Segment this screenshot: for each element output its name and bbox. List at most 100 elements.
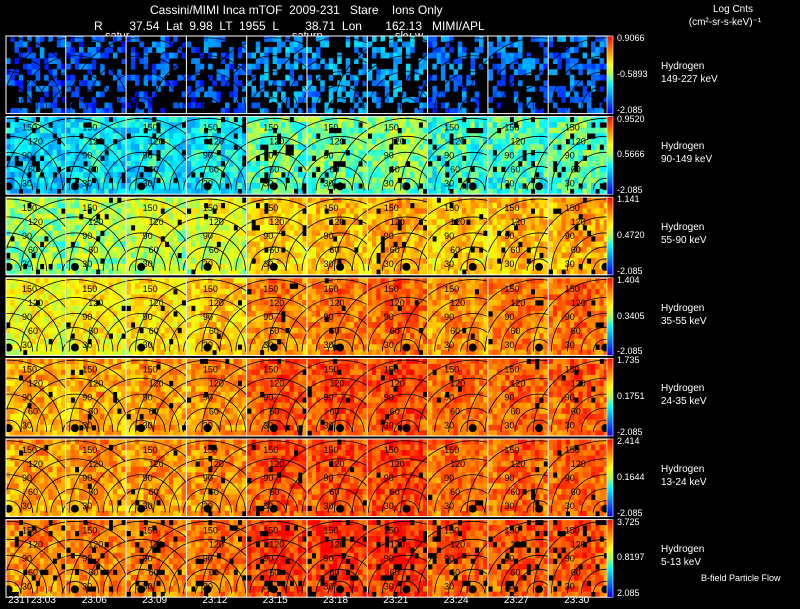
pixel xyxy=(492,144,498,151)
pixel xyxy=(509,133,515,140)
pixel xyxy=(410,269,415,276)
pixel xyxy=(139,127,144,134)
pixel xyxy=(488,219,493,226)
pixel xyxy=(534,236,540,242)
pixel xyxy=(574,58,579,65)
pixel xyxy=(591,69,596,76)
pixel xyxy=(599,127,605,134)
pixel xyxy=(143,172,149,178)
pixel xyxy=(578,160,583,167)
pixel xyxy=(191,102,196,109)
pixel xyxy=(276,102,282,109)
pixel xyxy=(264,58,269,65)
planet-marker xyxy=(70,101,79,110)
pixel xyxy=(27,127,32,134)
colorbar-step xyxy=(607,159,613,162)
pixel xyxy=(440,47,446,53)
pixel xyxy=(478,219,484,226)
pixel xyxy=(401,160,407,167)
pixel xyxy=(332,138,338,145)
pixel xyxy=(264,138,269,145)
pixel xyxy=(414,183,419,189)
pixel xyxy=(293,252,299,259)
pixel xyxy=(18,208,24,215)
pixel xyxy=(52,52,58,59)
pixel xyxy=(428,122,433,128)
pixel xyxy=(199,85,205,92)
pixel xyxy=(474,188,480,195)
pixel xyxy=(449,144,454,151)
pixel xyxy=(74,36,80,42)
pixel xyxy=(470,208,475,215)
pixel xyxy=(66,122,71,128)
pixel xyxy=(432,41,437,48)
pixel xyxy=(268,47,273,53)
pixel xyxy=(557,197,562,204)
pixel xyxy=(505,133,510,140)
pixel xyxy=(428,52,433,59)
pixel xyxy=(203,149,209,156)
pixel xyxy=(229,172,234,178)
pixel xyxy=(388,127,394,134)
pixel xyxy=(457,188,463,195)
pixel xyxy=(372,149,377,156)
pixel xyxy=(453,85,459,92)
pixel xyxy=(561,197,566,204)
pixel xyxy=(345,122,351,128)
pixel xyxy=(414,122,419,128)
pixel xyxy=(220,263,226,270)
pitch-label-30: 30 xyxy=(203,259,213,269)
pixel xyxy=(307,108,313,114)
pixel xyxy=(39,208,45,215)
pixel xyxy=(522,122,527,128)
pixel xyxy=(212,36,217,42)
pitch-label-30: 30 xyxy=(384,259,394,269)
pixel xyxy=(95,91,101,98)
pixel xyxy=(582,160,588,167)
pixel xyxy=(112,133,118,140)
pixel xyxy=(324,252,329,259)
pixel xyxy=(324,138,329,145)
pixel xyxy=(496,36,502,42)
pitch-label-30: 30 xyxy=(504,259,514,269)
pixel xyxy=(595,197,600,204)
pitch-label-120: 120 xyxy=(330,217,345,227)
pixel xyxy=(168,188,174,195)
pixel xyxy=(599,219,605,226)
pixel xyxy=(539,247,544,253)
pixel xyxy=(311,85,317,92)
pixel xyxy=(126,202,132,209)
pixel xyxy=(281,208,286,215)
pixel xyxy=(401,202,407,209)
pixel xyxy=(302,52,307,59)
pixel xyxy=(548,149,554,156)
pixel xyxy=(66,241,71,248)
pixel xyxy=(586,155,592,162)
pitch-label-30: 30 xyxy=(22,179,32,189)
pixel xyxy=(52,108,58,114)
pixel xyxy=(393,122,398,128)
pixel xyxy=(251,202,256,209)
pixel xyxy=(543,208,548,215)
pixel xyxy=(315,269,321,276)
pixel xyxy=(112,258,118,265)
pixel xyxy=(264,197,269,204)
pixel xyxy=(152,172,157,178)
pixel xyxy=(139,219,144,226)
planet-marker xyxy=(4,262,13,271)
pixel xyxy=(496,241,502,248)
pixel xyxy=(164,166,170,173)
pixel xyxy=(367,91,373,98)
pixel xyxy=(70,116,76,123)
pixel xyxy=(539,138,544,145)
pixel xyxy=(337,166,342,173)
pixel xyxy=(428,263,433,270)
pitch-contour-120 xyxy=(550,135,660,191)
pixel xyxy=(432,188,437,195)
pitch-label-150: 150 xyxy=(504,123,519,133)
pixel xyxy=(164,247,170,253)
pixel xyxy=(337,96,342,103)
pixel xyxy=(478,36,484,42)
pixel xyxy=(18,133,24,140)
pixel xyxy=(557,63,562,70)
